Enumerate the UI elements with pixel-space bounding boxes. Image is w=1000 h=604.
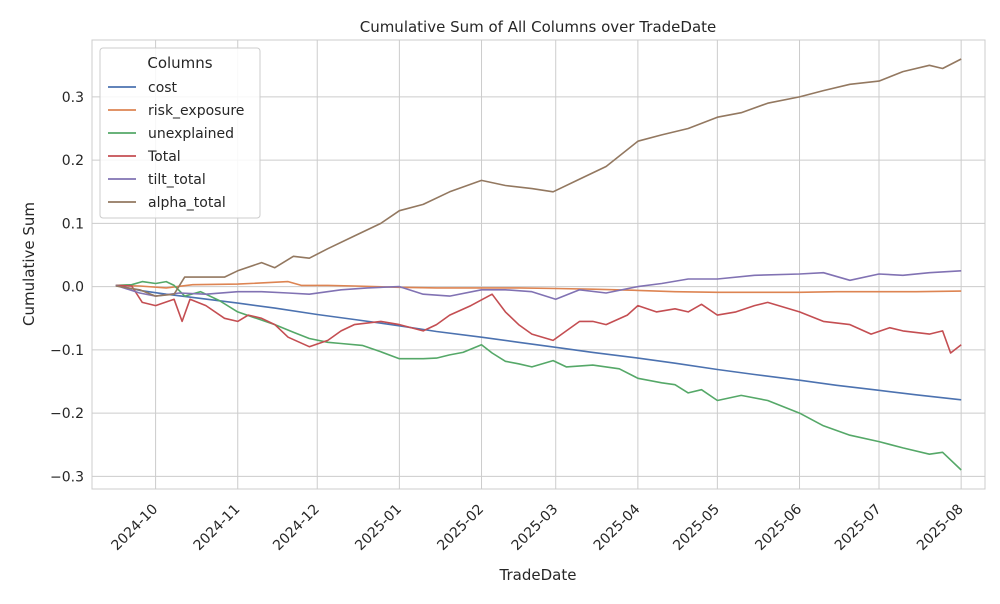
series-line-cost <box>115 284 962 401</box>
series-lines <box>115 58 962 471</box>
series-line-tilt-total <box>115 270 962 301</box>
legend-label-risk-exposure: risk_exposure <box>148 103 244 119</box>
legend-title: Columns <box>147 54 212 72</box>
legend-label-tilt-total: tilt_total <box>148 172 206 188</box>
x-tick-label: 2025-03 <box>509 501 562 554</box>
series-line-alpha-total <box>115 58 962 297</box>
legend-label-total: Total <box>147 149 181 165</box>
x-tick-label: 2025-06 <box>752 501 805 554</box>
legend-box <box>99 47 261 219</box>
x-tick-label: 2025-04 <box>591 501 644 554</box>
y-tick-label: 0.1 <box>62 216 84 232</box>
y-tick-label: 0.3 <box>62 90 84 106</box>
series-line-risk-exposure <box>115 280 962 294</box>
series-line-unexplained <box>115 280 962 471</box>
x-tick-label: 2025-08 <box>914 501 967 554</box>
legend-label-alpha-total: alpha_total <box>148 195 226 211</box>
series-line-total <box>115 284 962 354</box>
y-axis-label: Cumulative Sum <box>20 202 38 326</box>
grid-lines <box>92 40 985 489</box>
y-tick-label: 0.0 <box>62 280 84 296</box>
legend-label-cost: cost <box>148 80 178 96</box>
y-tick-label: 0.2 <box>62 153 84 169</box>
x-tick-label: 2024-10 <box>109 501 162 554</box>
y-tick-label: −0.1 <box>50 343 84 359</box>
chart-title: Cumulative Sum of All Columns over Trade… <box>360 18 717 36</box>
x-tick-label: 2025-01 <box>352 501 405 554</box>
x-axis-label: TradeDate <box>499 566 577 584</box>
x-tick-label: 2025-02 <box>434 501 487 554</box>
legend-label-unexplained: unexplained <box>148 126 234 142</box>
y-tick-label: −0.2 <box>50 406 84 422</box>
y-tick-labels: −0.3 −0.2 −0.1 0.0 0.1 0.2 0.3 <box>50 90 84 485</box>
y-tick-label: −0.3 <box>50 469 84 485</box>
x-tick-label: 2024-12 <box>270 501 323 554</box>
x-tick-labels: 2024-10 2024-11 2024-12 2025-01 2025-02 2025-… <box>109 501 967 554</box>
legend-items: cost risk_exposure unexplained Total tilt_to… <box>108 80 244 211</box>
x-tick-label: 2025-07 <box>832 501 885 554</box>
legend: Columns cost risk_exposure unexplained Tota… <box>99 47 261 219</box>
x-tick-label: 2024-11 <box>191 501 244 554</box>
x-tick-label: 2025-05 <box>670 501 723 554</box>
